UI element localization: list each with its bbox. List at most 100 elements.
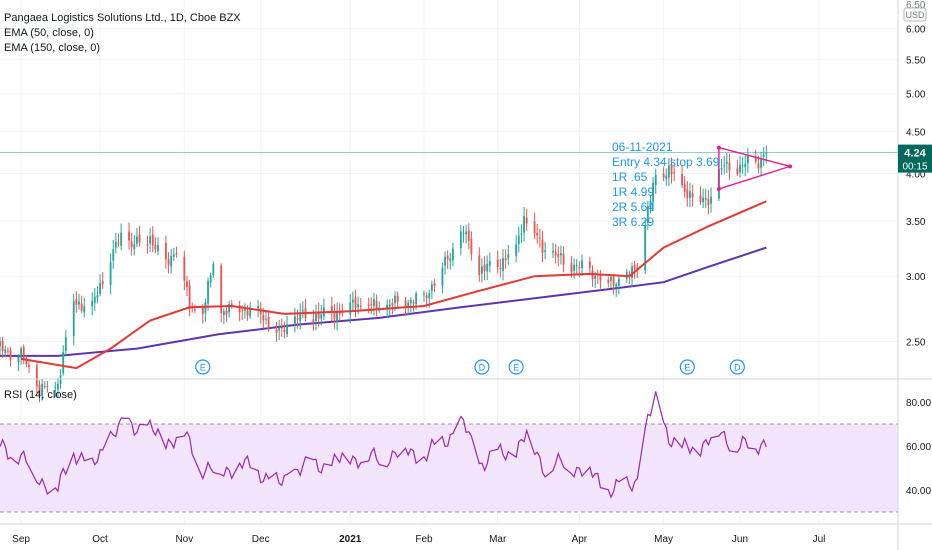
trade-annotation[interactable]: 06-11-2021 Entry 4.34 stop 3.69 1R .65 1… — [612, 140, 720, 229]
candle — [533, 212, 536, 240]
countdown-timer: 00:15 — [902, 162, 927, 173]
triangle-vertex — [788, 164, 793, 169]
rsi-band — [0, 424, 898, 512]
candle — [760, 151, 762, 176]
candle — [299, 303, 302, 330]
candle — [654, 168, 657, 194]
ema50-layer — [20, 200, 767, 370]
candle — [478, 247, 481, 282]
candle — [723, 156, 726, 175]
candle — [257, 299, 259, 318]
candle — [341, 303, 344, 317]
candle — [373, 292, 375, 316]
candle — [238, 300, 241, 322]
candle — [544, 241, 547, 260]
candle — [275, 321, 278, 342]
candle — [120, 223, 123, 251]
ema150-legend[interactable]: EMA (150, close, 0) — [4, 42, 100, 54]
candle — [1, 336, 4, 358]
candle — [665, 168, 668, 186]
candle — [710, 187, 712, 213]
candle — [101, 272, 104, 290]
candle — [446, 250, 449, 269]
candle — [225, 307, 228, 323]
candle — [699, 186, 702, 205]
time-tick-label: Jul — [813, 534, 826, 545]
dividend-marker[interactable]: D — [474, 359, 490, 375]
top-partial-tick: 6.50 — [906, 0, 926, 11]
earnings-marker[interactable]: E — [679, 359, 695, 375]
candle — [615, 282, 618, 297]
price-tick-label: 5.50 — [906, 56, 926, 67]
time-tick-label: 2021 — [339, 534, 362, 545]
candle — [480, 258, 483, 283]
price-tick-label: 6.00 — [906, 25, 926, 36]
candle — [633, 260, 636, 279]
candle — [562, 246, 565, 273]
candle — [452, 242, 454, 267]
candle — [520, 224, 523, 243]
symmetrical-triangle[interactable] — [716, 145, 793, 191]
ema150-layer — [0, 246, 767, 357]
candle — [172, 247, 175, 261]
candle — [462, 225, 465, 243]
candle — [315, 304, 317, 331]
candle — [183, 250, 186, 291]
rsi-area — [0, 391, 898, 513]
candle — [112, 240, 115, 269]
annotation-target-3r: 3R 6.29 — [612, 215, 654, 229]
candle — [43, 381, 46, 389]
candle — [691, 184, 694, 207]
candle — [330, 296, 333, 322]
candle — [683, 176, 686, 198]
candle — [349, 294, 352, 324]
candle — [673, 164, 676, 182]
candle — [193, 304, 196, 314]
time-tick-label: Nov — [175, 534, 193, 545]
candle — [762, 147, 765, 167]
candle — [186, 275, 188, 297]
candle — [175, 246, 178, 258]
time-tick-label: Mar — [489, 534, 507, 545]
price-tick-label: 2.50 — [906, 337, 926, 348]
candle — [38, 380, 41, 403]
candle — [117, 233, 120, 247]
ema50-line — [20, 200, 767, 370]
triangle-vertex — [716, 186, 721, 191]
rsi-legend[interactable]: RSI (14, close) — [4, 389, 77, 401]
time-axis[interactable]: Sep Oct Nov Dec 2021 Feb Mar Apr May Jun Jul — [12, 534, 825, 545]
price-tick-label: 5.00 — [906, 90, 926, 101]
candle — [133, 235, 136, 256]
candle — [46, 381, 49, 393]
price-tick-label: 4.50 — [906, 127, 926, 138]
ema150-line — [0, 246, 767, 357]
earnings-marker[interactable]: E — [508, 359, 524, 375]
event-marker-label: E — [200, 363, 206, 373]
candle — [130, 232, 133, 256]
candle — [207, 277, 209, 311]
candle — [739, 155, 741, 178]
candle — [157, 237, 159, 256]
candle — [433, 279, 436, 292]
price-axis[interactable]: 2.50 3.00 3.50 4.00 4.50 5.00 5.50 6.00 40.00 60.… — [906, 25, 931, 497]
price-tick-label: 3.00 — [906, 272, 926, 283]
candle — [336, 302, 339, 331]
candle — [35, 361, 38, 396]
time-tick-label: May — [654, 534, 673, 545]
candle — [0, 336, 1, 356]
earnings-marker[interactable]: E — [195, 359, 211, 375]
candle — [646, 200, 649, 230]
candle — [430, 280, 433, 300]
candle — [741, 156, 744, 174]
candle — [265, 311, 267, 325]
candle — [610, 274, 612, 289]
candle — [736, 159, 739, 177]
ema50-legend[interactable]: EMA (50, close, 0) — [4, 27, 94, 39]
dividend-marker[interactable]: D — [729, 359, 745, 375]
candle — [517, 226, 520, 253]
currency-badge[interactable] — [903, 7, 927, 22]
candle — [575, 258, 578, 275]
candle — [649, 194, 652, 214]
candle — [441, 262, 444, 294]
candle — [80, 295, 83, 314]
